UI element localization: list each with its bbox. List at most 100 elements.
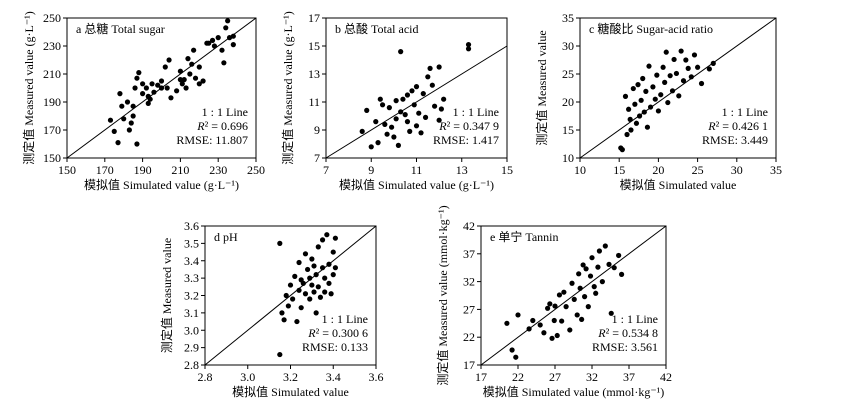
rmse-label: RMSE: 11.807 — [176, 133, 248, 147]
data-point — [509, 347, 515, 353]
data-point — [279, 310, 285, 316]
data-point — [526, 326, 532, 332]
data-point — [504, 320, 510, 326]
y-tick-label: 35 — [562, 11, 574, 25]
data-point — [322, 289, 328, 295]
x-tick-label: 170 — [96, 163, 114, 177]
x-tick-label: 17 — [475, 370, 487, 384]
y-tick-label: 3.6 — [184, 219, 199, 233]
data-point — [671, 56, 677, 63]
data-point — [400, 96, 406, 102]
data-point — [580, 262, 586, 268]
r-squared-label: R² = 0.300 6 — [307, 326, 368, 340]
y-tick-label: 2.8 — [184, 358, 199, 372]
data-point — [158, 85, 165, 91]
data-point — [192, 75, 199, 81]
data-point — [326, 280, 332, 286]
data-point — [319, 237, 326, 243]
data-point — [663, 49, 669, 55]
data-point — [665, 99, 671, 106]
y-tick-label: 15 — [308, 39, 320, 53]
data-point — [658, 92, 664, 98]
data-point — [277, 240, 283, 246]
data-point — [567, 327, 573, 333]
data-point — [305, 266, 311, 273]
r-squared-label: R² = 0.534 8 — [597, 326, 658, 340]
data-point — [230, 42, 236, 48]
data-point — [404, 119, 411, 125]
y-tick-label: 9 — [314, 123, 320, 137]
data-point — [143, 85, 149, 91]
data-point — [587, 273, 594, 279]
y-axis-label: 测定值 Measured value (mmol·kg⁻¹) — [435, 205, 450, 385]
data-point — [644, 124, 651, 130]
data-point — [530, 317, 536, 324]
data-point — [643, 88, 649, 94]
data-point — [559, 318, 565, 324]
data-point — [315, 244, 321, 250]
y-tick-label: 3.4 — [184, 254, 199, 268]
data-point — [398, 49, 404, 55]
data-point — [465, 42, 472, 48]
panel-title: c 糖酸比 Sugar-acid ratio — [589, 21, 713, 36]
y-tick-label: 7 — [314, 151, 320, 165]
data-point — [307, 275, 313, 281]
data-point — [121, 116, 127, 122]
data-point — [215, 35, 221, 41]
data-point — [407, 128, 413, 134]
y-tick-label: 170 — [43, 123, 61, 137]
data-point — [294, 318, 300, 325]
data-point — [619, 147, 625, 153]
data-point — [589, 255, 595, 261]
data-point — [662, 79, 668, 85]
data-point — [576, 271, 582, 277]
rmse-label: RMSE: 3.561 — [592, 340, 658, 354]
data-point — [375, 140, 381, 146]
data-point — [569, 280, 575, 286]
data-point — [324, 232, 330, 238]
data-point — [622, 93, 629, 99]
data-point — [404, 92, 411, 98]
data-point — [688, 74, 694, 80]
data-point — [710, 60, 716, 66]
y-tick-label: 22 — [463, 330, 475, 344]
data-point — [627, 116, 633, 122]
data-point — [368, 144, 374, 150]
y-tick-label: 10 — [562, 151, 574, 165]
data-point — [676, 93, 682, 99]
data-point — [302, 251, 309, 257]
data-point — [158, 78, 165, 84]
data-point — [422, 114, 429, 120]
data-point — [315, 284, 321, 290]
data-point — [326, 261, 332, 267]
data-point — [302, 291, 309, 297]
one-to-one-line — [204, 225, 377, 366]
data-point — [379, 102, 386, 108]
data-point — [619, 271, 625, 277]
x-tick-label: 22 — [512, 370, 524, 384]
data-point — [107, 117, 114, 123]
plot-frame — [579, 17, 777, 159]
x-tick-label: 190 — [134, 163, 152, 177]
data-point — [128, 120, 134, 126]
data-point — [307, 296, 313, 302]
chart-panel-e: 17 22 27 32 37 42 17 22 27 32 37 42 e 单宁 Tannin 1 : 1… — [435, 205, 672, 399]
data-point — [655, 108, 662, 114]
x-tick-label: 11 — [411, 163, 423, 177]
y-tick-label: 150 — [43, 151, 61, 165]
chart-panel-a: 150 170 190 210 230 250 150 170 190 210 230 250 a 总糖… — [21, 11, 265, 192]
data-point — [698, 80, 705, 87]
y-tick-label: 37 — [463, 247, 475, 261]
data-point — [409, 88, 415, 94]
data-point — [292, 273, 298, 279]
rmse-label: RMSE: 3.449 — [702, 133, 768, 147]
rmse-label: RMSE: 1.417 — [433, 133, 499, 147]
data-point — [420, 91, 426, 97]
y-tick-label: 15 — [562, 123, 574, 137]
r-squared-label: R² = 0.347 9 — [438, 119, 499, 133]
x-tick-label: 3.2 — [283, 370, 298, 384]
data-point — [319, 265, 326, 271]
data-point — [130, 103, 136, 109]
data-point — [673, 70, 680, 77]
data-point — [593, 290, 599, 296]
